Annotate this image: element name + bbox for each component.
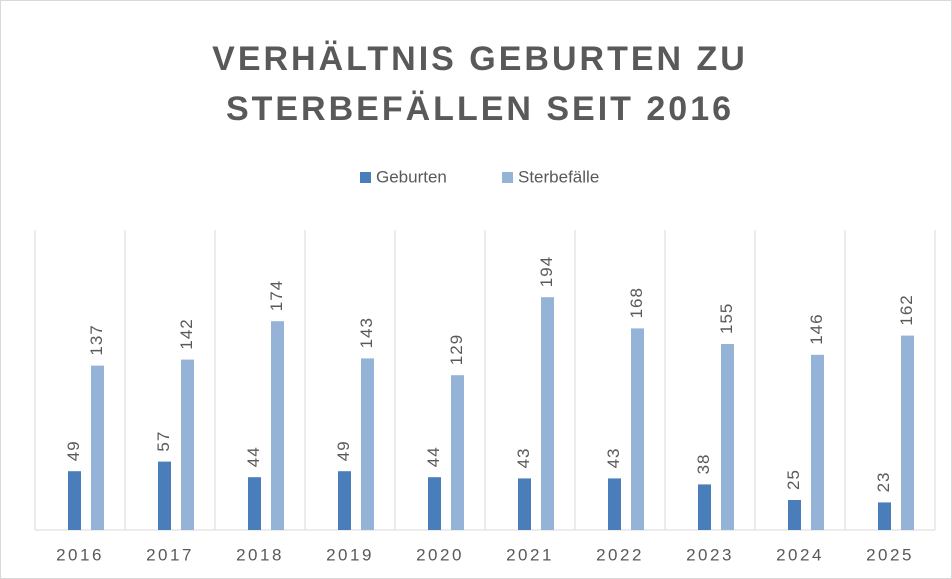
data-label: 168 [627,287,646,318]
data-label: 57 [154,431,173,452]
bar [248,477,261,530]
x-tick-label: 2025 [866,545,914,564]
bar [361,358,374,530]
data-label: 137 [87,324,106,355]
bar [608,478,621,530]
data-label: 174 [267,280,286,311]
bar [428,477,441,530]
bar [788,500,801,530]
bar [158,461,171,530]
x-tick-label: 2016 [56,545,104,564]
x-tick-label: 2024 [776,545,824,564]
x-tick-label: 2019 [326,545,374,564]
bar [338,471,351,530]
data-label: 143 [357,317,376,348]
x-tick-label: 2021 [506,545,554,564]
data-label: 44 [244,446,263,467]
bar [901,335,914,530]
bar [518,478,531,530]
bar [631,328,644,530]
bar [541,297,554,530]
data-label: 43 [514,447,533,468]
x-tick-label: 2023 [686,545,734,564]
x-tick-label: 2020 [416,545,464,564]
bar [698,484,711,530]
bar [68,471,81,530]
legend-swatch [502,172,513,183]
chart-title: VERHÄLTNIS GEBURTEN ZU STERBEFÄLLEN SEIT… [212,40,748,128]
data-label: 38 [694,453,713,474]
data-label: 146 [807,313,826,344]
bar [451,375,464,530]
data-label: 142 [177,318,196,349]
x-tick-label: 2017 [146,545,194,564]
data-label: 43 [604,447,623,468]
data-label: 25 [784,469,803,490]
data-label: 49 [334,440,353,461]
bar [271,321,284,530]
data-label: 44 [424,446,443,467]
legend-label: Sterbefälle [518,167,599,186]
bar [181,359,194,530]
data-label: 194 [537,256,556,287]
data-label: 129 [447,334,466,365]
x-tick-label: 2022 [596,545,644,564]
bar [878,502,891,530]
bar [721,344,734,530]
bar [811,354,824,530]
bar [91,365,104,530]
data-label: 155 [717,303,736,334]
legend-swatch [360,172,371,183]
x-tick-label: 2018 [236,545,284,564]
data-label: 23 [874,471,893,492]
data-label: 162 [897,294,916,325]
legend-label: Geburten [376,167,447,186]
data-label: 49 [64,440,83,461]
